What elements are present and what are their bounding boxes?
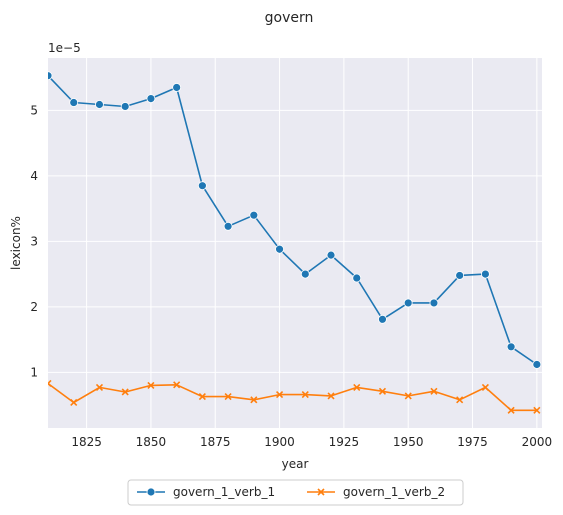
- data-point: [506, 342, 516, 352]
- point-stroke: [327, 392, 335, 400]
- chart-title: govern: [265, 10, 314, 26]
- y-tick-label: 4: [30, 169, 38, 183]
- x-tick-label: 1850: [136, 435, 167, 449]
- data-point: [173, 381, 181, 389]
- series-line: [48, 75, 538, 366]
- data-point: [481, 383, 489, 391]
- legend-items: govern_1_verb_1 govern_1_verb_2: [137, 485, 445, 499]
- data-point: [378, 314, 387, 324]
- point-stroke: [70, 398, 78, 407]
- series-govern_1_verb_2: [48, 379, 541, 414]
- data-point: [378, 387, 387, 395]
- point-stroke: [198, 393, 206, 401]
- y-tick-label: 5: [30, 103, 38, 117]
- series-line: [48, 382, 537, 412]
- point-stroke: [317, 488, 325, 496]
- data-point: [250, 396, 258, 404]
- legend-box: [127, 479, 464, 506]
- data-point: [455, 271, 465, 280]
- data-point: [430, 387, 438, 395]
- data-point: [95, 383, 104, 391]
- data-point: [223, 221, 233, 231]
- data-point: [69, 98, 79, 107]
- point-stroke: [481, 383, 489, 391]
- data-point: [120, 102, 130, 111]
- point-stroke: [48, 382, 52, 388]
- point-stroke: [147, 381, 155, 389]
- point-stroke: [224, 393, 232, 401]
- point-stroke: [95, 383, 104, 391]
- data-point: [507, 406, 515, 414]
- point-stroke: [301, 391, 309, 399]
- y-offset-text: 1e−5: [48, 41, 81, 55]
- data-point: [326, 250, 336, 260]
- data-point: [121, 388, 129, 396]
- data-point: [301, 391, 309, 399]
- data-point: [172, 83, 182, 92]
- legend-item: govern_1_verb_2: [307, 485, 445, 499]
- data-point: [533, 406, 541, 414]
- data-point: [317, 488, 325, 496]
- y-tick-label: 3: [30, 234, 38, 248]
- data-point: [275, 391, 284, 399]
- point-stroke: [430, 387, 438, 395]
- data-point: [48, 379, 52, 388]
- data-point: [353, 383, 361, 391]
- legend-label: govern_1_verb_1: [173, 485, 275, 499]
- point-stroke: [48, 379, 52, 385]
- point-stroke: [121, 388, 129, 396]
- data-point: [480, 269, 490, 279]
- series-govern_1_verb_1: [48, 71, 542, 369]
- x-tick-label: 1900: [264, 435, 295, 449]
- tick-labels: 1825 1850 1875 1900 1925 1950 1975 2000 1 2 3 4 5: [30, 103, 552, 449]
- data-point: [198, 393, 206, 401]
- grid-lines: [48, 58, 542, 428]
- x-tick-label: 1950: [393, 435, 424, 449]
- data-point: [249, 210, 259, 220]
- y-tick-label: 2: [30, 300, 38, 314]
- point-stroke: [456, 396, 464, 404]
- x-tick-label: 1825: [71, 435, 102, 449]
- series-layer: [48, 71, 542, 414]
- point-stroke: [404, 392, 412, 400]
- x-tick-label: 1875: [200, 435, 231, 449]
- x-tick-label: 1975: [457, 435, 488, 449]
- data-point: [48, 71, 53, 81]
- point-stroke: [353, 383, 361, 391]
- legend-item: govern_1_verb_1: [137, 485, 275, 499]
- point-stroke: [173, 381, 181, 389]
- y-tick-label: 1: [30, 365, 38, 379]
- y-axis-label: lexicon%: [9, 216, 23, 270]
- data-point: [403, 298, 413, 308]
- point-stroke: [250, 396, 258, 404]
- data-point: [327, 392, 335, 400]
- x-tick-label: 1925: [329, 435, 360, 449]
- data-point: [300, 269, 310, 279]
- data-point: [456, 396, 464, 404]
- point-stroke: [507, 406, 515, 414]
- data-point: [70, 398, 78, 407]
- data-point: [532, 360, 542, 369]
- data-point: [275, 244, 284, 254]
- legend: govern_1_verb_1 govern_1_verb_2: [127, 479, 464, 506]
- data-point: [429, 298, 439, 308]
- data-point: [95, 100, 104, 109]
- point-stroke: [533, 406, 541, 414]
- data-point: [352, 273, 362, 283]
- point-stroke: [275, 391, 284, 399]
- data-point: [404, 392, 412, 400]
- data-point: [146, 94, 156, 104]
- data-point: [197, 181, 207, 191]
- x-axis-label: year: [282, 457, 309, 471]
- point-stroke: [378, 387, 387, 395]
- data-point: [147, 381, 155, 389]
- plot-area: [48, 58, 542, 428]
- data-point: [146, 487, 156, 497]
- legend-label: govern_1_verb_2: [343, 485, 445, 499]
- data-point: [224, 393, 232, 401]
- x-tick-label: 2000: [522, 435, 553, 449]
